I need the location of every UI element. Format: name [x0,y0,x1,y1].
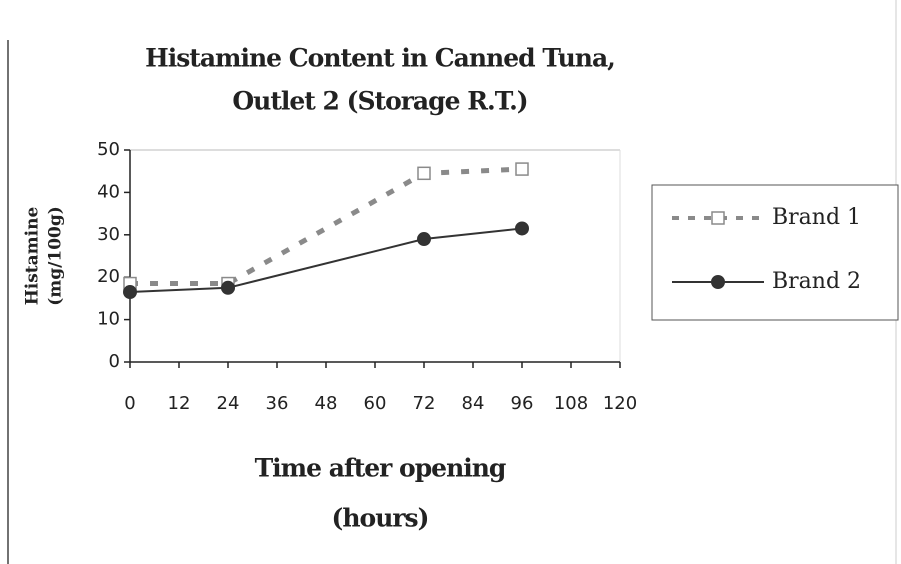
y-tick-label: 0 [109,351,120,372]
legend-box [651,184,899,321]
data-point [515,162,529,176]
data-point [221,280,235,295]
y-tick-label: 40 [97,181,120,202]
x-tick-label: 120 [603,393,637,414]
x-tick-label: 96 [511,393,534,414]
x-axis-label: (hours) [332,504,429,533]
y-tick-label: 50 [97,139,120,160]
x-tick-label: 48 [315,393,338,414]
data-point [417,232,431,247]
data-point [123,285,137,300]
x-tick-label: 24 [217,393,240,414]
y-tick-label: 30 [97,224,120,245]
y-tick-label: 10 [97,309,120,330]
chart-title: Histamine Content in Canned Tuna, [145,44,615,73]
x-tick-label: 36 [266,393,289,414]
x-axis-label: Time after opening [255,454,506,483]
chart-title: Outlet 2 (Storage R.T.) [232,87,527,116]
x-tick-label: 0 [124,393,135,414]
x-tick-label: 12 [168,393,191,414]
y-tick-label: 20 [97,266,120,287]
legend-label: Brand 1 [772,205,861,230]
series-line [129,227,523,294]
legend-label: Brand 2 [772,269,861,294]
y-axis-label: Histamine [23,207,43,306]
data-point [417,166,431,181]
legend-marker [711,275,725,289]
data-point [515,221,529,236]
x-tick-label: 108 [554,393,588,414]
x-tick-label: 72 [413,393,436,414]
x-tick-label: 84 [462,393,485,414]
x-tick-label: 60 [364,393,387,414]
legend-marker [711,211,725,225]
y-axis-label: (mg/100g) [46,206,66,306]
